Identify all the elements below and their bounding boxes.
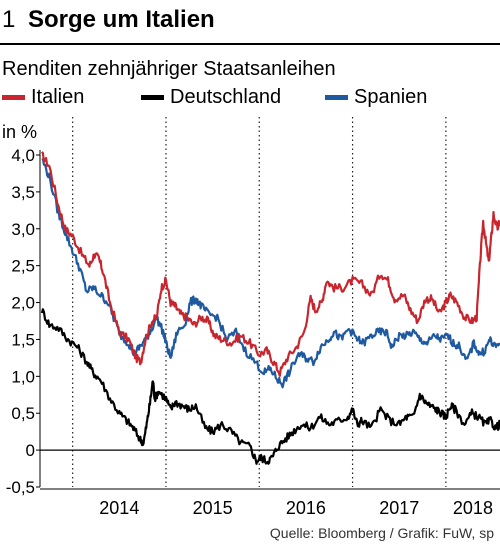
source-note: Quelle: Bloomberg / Grafik: FuW, sp: [269, 525, 494, 541]
chart-header: 1 Sorge um Italien: [0, 0, 500, 40]
x-tick-label: 2018: [453, 498, 493, 518]
x-tick-label: 2014: [99, 498, 139, 518]
x-tick-label: 2017: [379, 498, 419, 518]
series-line-deutschland: [40, 308, 500, 465]
legend-item-italien: Italien: [2, 86, 84, 109]
y-tick-label: -0,5: [6, 478, 35, 497]
legend-item-deutschland: Deutschland: [141, 86, 281, 109]
y-tick-label: 2,5: [11, 257, 35, 276]
legend-label-deutschland: Deutschland: [170, 86, 282, 108]
legend-label-italien: Italien: [31, 86, 85, 108]
y-tick-label: 3,0: [11, 220, 35, 239]
x-tick-label: 2015: [193, 498, 233, 518]
legend-swatch-deutschland: [141, 95, 164, 100]
y-tick-label: 3,5: [11, 183, 35, 202]
y-axis-unit-label: in %: [2, 122, 37, 142]
chart-subtitle: Renditen zehnjähriger Staatsanleihen: [2, 58, 336, 80]
legend-swatch-spanien: [325, 95, 348, 100]
chart-legend: Italien Deutschland Spanien: [0, 86, 500, 112]
y-tick-label: 2,0: [11, 294, 35, 313]
y-tick-label: 0: [26, 441, 35, 460]
legend-swatch-italien: [2, 95, 25, 100]
series-line-spanien: [41, 158, 500, 389]
y-tick-label: 0,5: [11, 404, 35, 423]
legend-label-spanien: Spanien: [354, 86, 428, 108]
y-tick-label: 1,5: [11, 330, 35, 349]
chart-number: 1: [2, 6, 16, 33]
y-tick-label: 4,0: [11, 146, 35, 165]
series-line-italien: [41, 151, 500, 377]
chart-title: Sorge um Italien: [28, 6, 215, 33]
header-rule: [0, 43, 500, 45]
x-tick-label: 2016: [286, 498, 326, 518]
legend-item-spanien: Spanien: [325, 86, 427, 109]
y-tick-label: 1,0: [11, 367, 35, 386]
